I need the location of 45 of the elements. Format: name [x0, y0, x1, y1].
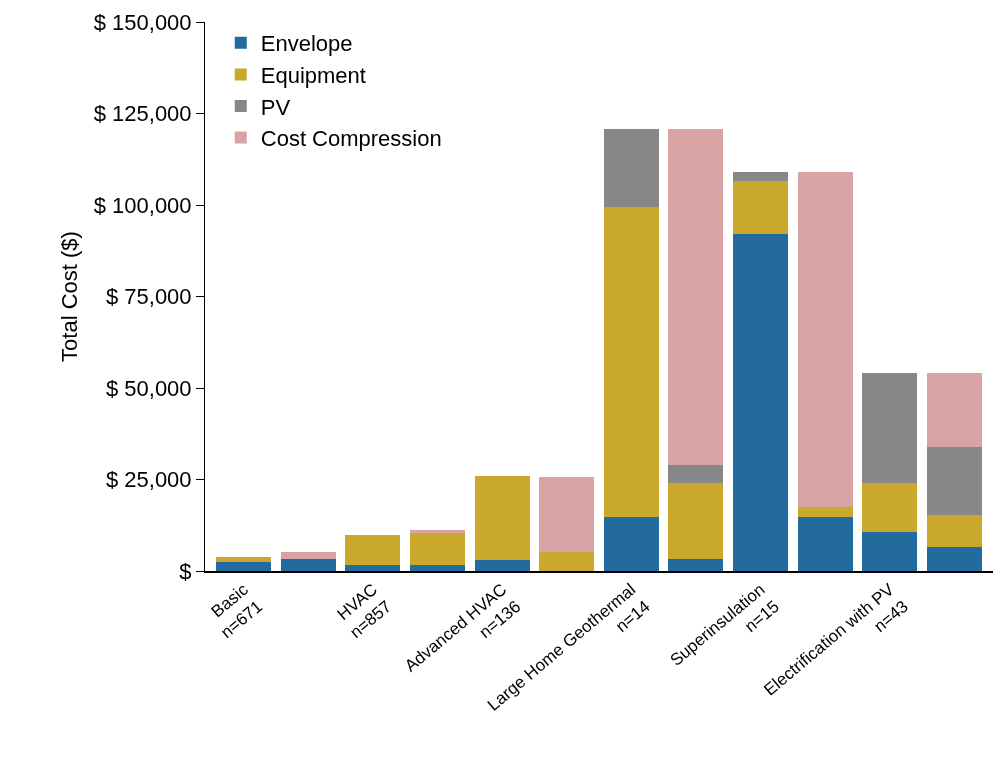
- y-tick-label: $: [179, 558, 192, 584]
- bar: [733, 181, 788, 235]
- y-tick-label: $ 25,000: [105, 467, 192, 493]
- bar: [216, 561, 272, 571]
- legend-label: Envelope: [260, 31, 353, 57]
- bar: [539, 551, 595, 571]
- bar: [539, 477, 595, 552]
- bar: [216, 557, 272, 562]
- bar: [603, 517, 659, 571]
- y-tick-label: $ 125,000: [93, 101, 192, 127]
- legend-label: Cost Compression: [260, 126, 442, 152]
- bar: [345, 535, 401, 566]
- bar: [926, 546, 982, 571]
- bar: [345, 565, 401, 571]
- bar: [474, 476, 530, 561]
- bar: [280, 558, 336, 571]
- bar: [733, 234, 788, 571]
- legend-label: Equipment: [260, 62, 366, 88]
- bar: [862, 532, 918, 571]
- bar: [603, 207, 659, 518]
- legend-label: PV: [260, 94, 291, 120]
- bar: [862, 483, 918, 533]
- y-axis-title: Total Cost ($): [56, 231, 82, 362]
- bar: [797, 517, 853, 571]
- y-tick-label: $ 75,000: [105, 284, 192, 310]
- bar: [280, 551, 336, 559]
- bar: [668, 129, 724, 466]
- bar: [410, 530, 465, 533]
- bar: [668, 558, 724, 571]
- bar: [926, 515, 982, 547]
- bar: [733, 172, 788, 182]
- y-tick-label: $ 50,000: [105, 375, 192, 401]
- bar: [926, 446, 982, 515]
- bar: [410, 532, 465, 566]
- bar: [603, 129, 659, 208]
- bar: [926, 373, 982, 447]
- bar: [797, 172, 853, 507]
- bar: [797, 506, 853, 518]
- bar: [410, 565, 465, 571]
- bar: [862, 373, 918, 484]
- y-tick-label: $ 150,000: [93, 9, 192, 35]
- y-tick-label: $ 100,000: [93, 192, 192, 218]
- bar: [474, 560, 530, 571]
- bar: [668, 465, 724, 484]
- bar: [668, 483, 724, 559]
